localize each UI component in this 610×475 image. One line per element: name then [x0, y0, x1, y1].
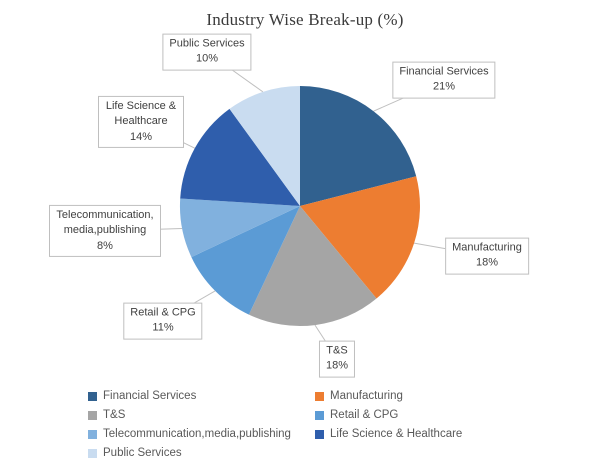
- legend-item: T&S: [88, 409, 315, 421]
- data-label: Public Services 10%: [162, 33, 252, 71]
- data-label-name: Financial Services: [399, 65, 489, 78]
- legend-label: T&S: [103, 409, 126, 421]
- legend-label: Financial Services: [103, 390, 197, 402]
- data-label-name: Telecommunication,media,publishing: [56, 208, 154, 237]
- data-label: Retail & CPG 11%: [123, 302, 203, 340]
- data-label-name: Life Science & Healthcare: [105, 99, 177, 128]
- pie-slice-3: [191, 206, 300, 315]
- legend-item: Manufacturing: [315, 390, 462, 402]
- legend-marker: [315, 410, 324, 420]
- pie-slice-1: [300, 176, 420, 299]
- pie-slice-6: [229, 86, 300, 206]
- data-label-value: 11%: [152, 322, 174, 334]
- legend-label: Telecommunication,media,publishing: [103, 428, 291, 440]
- data-label: Life Science & Healthcare 14%: [98, 95, 184, 149]
- legend-marker: [88, 410, 97, 420]
- pie-slice-4: [179, 198, 300, 258]
- legend-marker: [315, 391, 324, 401]
- legend-marker: [88, 429, 97, 439]
- data-label-name: Manufacturing: [452, 241, 522, 254]
- data-label-value: 21%: [432, 81, 456, 93]
- chart-title: Industry Wise Break-up (%): [206, 10, 404, 29]
- data-label: Financial Services 21%: [392, 61, 496, 99]
- data-label: Telecommunication,media,publishing 8%: [49, 204, 161, 258]
- legend: Financial Services Manufacturing T&S Retail…: [88, 390, 462, 459]
- data-label-value: 8%: [97, 239, 113, 252]
- legend-item: Telecommunication,media,publishing: [88, 428, 315, 440]
- legend-item: Retail & CPG: [315, 409, 462, 421]
- pie-slice-5: [180, 108, 300, 206]
- data-label-value: 10%: [195, 53, 219, 65]
- legend-label: Public Services: [103, 447, 182, 459]
- legend-marker: [88, 448, 97, 458]
- data-label-name: Retail & CPG: [130, 306, 196, 319]
- data-label-name: Public Services: [169, 37, 245, 50]
- data-label: Manufacturing 18%: [445, 237, 529, 275]
- legend-marker: [88, 391, 97, 401]
- pie-slice-2: [248, 206, 377, 327]
- legend-item: Public Services: [88, 447, 315, 459]
- legend-item: Life Science & Healthcare: [315, 428, 462, 440]
- legend-label: Retail & CPG: [330, 409, 399, 421]
- pie-slice-0: [300, 86, 417, 206]
- data-label-value: 18%: [325, 360, 349, 372]
- legend-label: Life Science & Healthcare: [330, 428, 463, 440]
- legend-marker: [315, 429, 324, 439]
- legend-item: Financial Services: [88, 390, 315, 402]
- data-label-value: 14%: [129, 130, 153, 143]
- data-label-value: 18%: [475, 257, 499, 269]
- data-label: T&S 18%: [318, 340, 356, 378]
- data-label-name: T&S: [326, 344, 348, 357]
- legend-label: Manufacturing: [330, 390, 403, 402]
